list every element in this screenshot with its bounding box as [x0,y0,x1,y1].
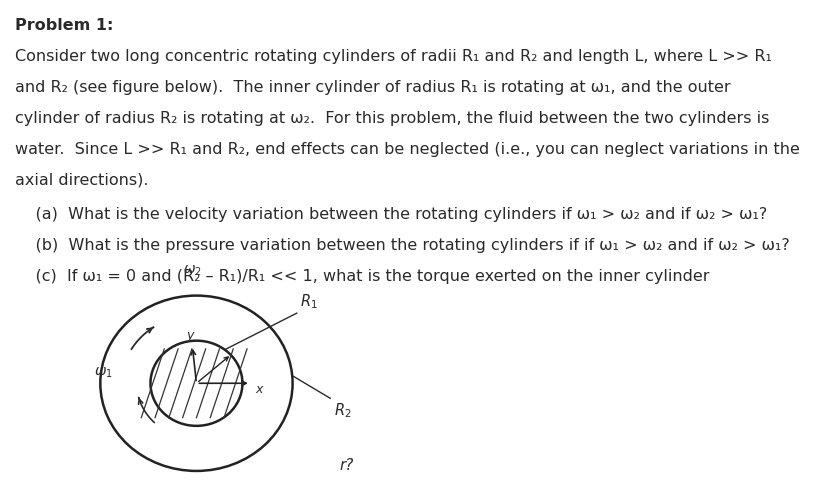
Text: water.  Since L >> R₁ and R₂, end effects can be neglected (i.e., you can neglec: water. Since L >> R₁ and R₂, end effects… [15,142,800,157]
Text: and R₂ (see figure below).  The inner cylinder of radius R₁ is rotating at ω₁, a: and R₂ (see figure below). The inner cyl… [15,80,731,95]
Text: (c)  If ω₁ = 0 and (R₂ – R₁)/R₁ << 1, what is the torque exerted on the inner cy: (c) If ω₁ = 0 and (R₂ – R₁)/R₁ << 1, wha… [15,269,710,284]
Text: Problem 1:: Problem 1: [15,18,114,33]
Text: r?: r? [339,458,354,473]
Text: Consider two long concentric rotating cylinders of radii R₁ and R₂ and length L,: Consider two long concentric rotating cy… [15,49,772,64]
Text: $R_2$: $R_2$ [334,401,352,419]
Text: (b)  What is the pressure variation between the rotating cylinders if if ω₁ > ω₂: (b) What is the pressure variation betwe… [15,238,790,253]
Text: (a)  What is the velocity variation between the rotating cylinders if ω₁ > ω₂ an: (a) What is the velocity variation betwe… [15,207,767,222]
Text: cylinder of radius R₂ is rotating at ω₂.  For this problem, the fluid between th: cylinder of radius R₂ is rotating at ω₂.… [15,111,769,126]
Text: $\omega_2$: $\omega_2$ [183,264,201,278]
Text: x: x [255,383,263,396]
Text: axial directions).: axial directions). [15,173,149,188]
Text: y: y [186,329,193,342]
Text: $R_1$: $R_1$ [300,293,318,311]
Text: $\omega_1$: $\omega_1$ [94,366,113,380]
